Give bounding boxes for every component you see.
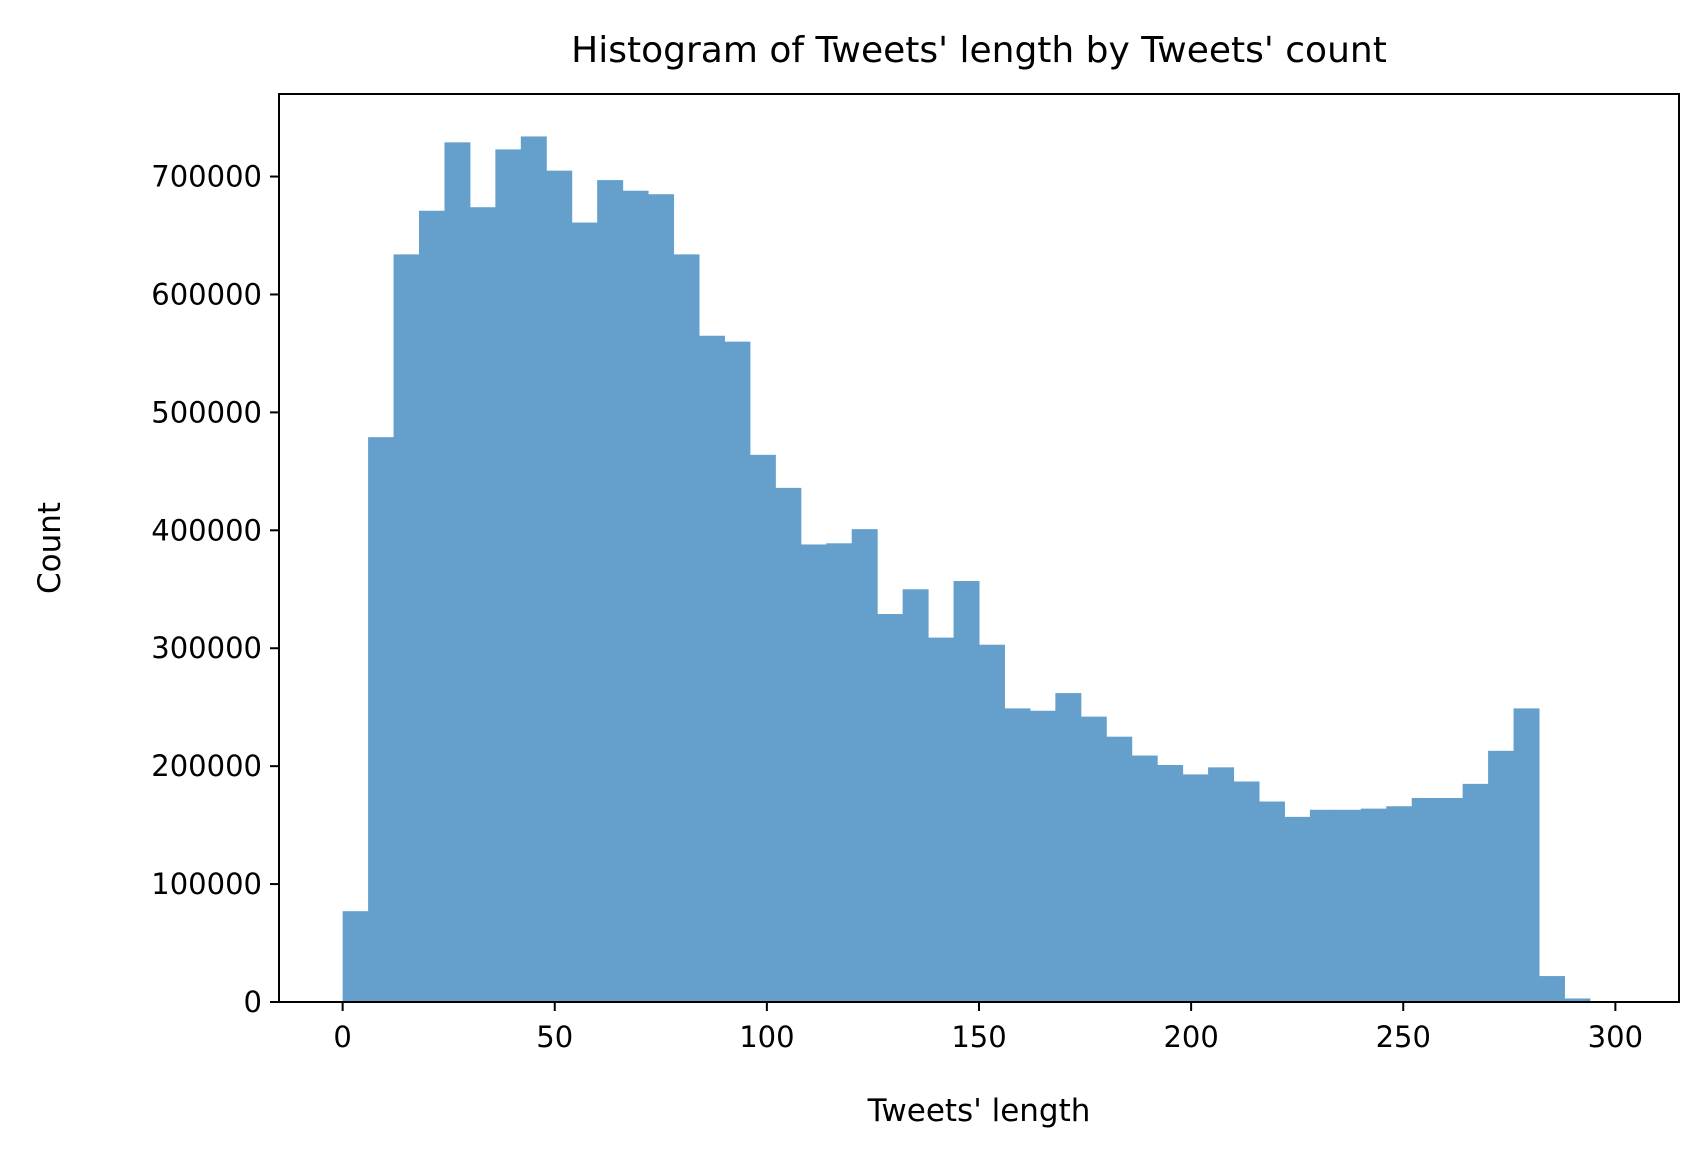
histogram-bar [495, 149, 522, 1003]
histogram-bar [1080, 716, 1107, 1002]
histogram-bar [444, 142, 471, 1003]
y-tick-label: 0 [244, 985, 262, 1019]
histogram-bar [673, 254, 700, 1002]
histogram-bar [1309, 809, 1336, 1002]
histogram-bar [342, 911, 369, 1002]
histogram-bar [1513, 708, 1540, 1002]
chart-title: Histogram of Tweets' length by Tweets' c… [571, 30, 1387, 71]
histogram-bar [571, 222, 598, 1003]
histogram-bar [877, 614, 904, 1002]
histogram-bar [800, 544, 827, 1002]
histogram-bars [342, 136, 1591, 1003]
histogram-bar [1259, 801, 1285, 1002]
y-tick-label: 400000 [151, 513, 262, 547]
y-tick-label: 300000 [151, 631, 262, 665]
y-axis-label: Count [32, 502, 68, 594]
y-tick-label: 700000 [151, 160, 262, 194]
y-tick-label: 500000 [151, 395, 262, 429]
histogram-bar [1284, 816, 1311, 1002]
histogram-bar [1055, 693, 1082, 1002]
histogram-bar [928, 637, 955, 1002]
histogram-bar [699, 335, 725, 1003]
histogram-bar [1029, 710, 1056, 1002]
x-tick-label: 200 [1163, 1020, 1218, 1054]
histogram-bar [1004, 708, 1031, 1002]
histogram-bar [775, 487, 802, 1002]
histogram-bar [953, 581, 980, 1002]
histogram-bar [368, 437, 395, 1002]
histogram-bar [419, 210, 445, 1002]
histogram-bar [1488, 750, 1515, 1002]
histogram-bar [1208, 767, 1235, 1002]
histogram-bar [1335, 809, 1362, 1002]
y-tick-label: 600000 [151, 277, 262, 311]
histogram-bar [1360, 808, 1387, 1002]
histogram-bar [724, 341, 751, 1002]
histogram-bar [749, 454, 776, 1002]
histogram-bar [902, 589, 929, 1002]
histogram-bar [1437, 797, 1464, 1002]
y-tick-label: 200000 [151, 749, 262, 783]
histogram-bar [1564, 998, 1591, 1002]
histogram-bar [520, 136, 547, 1002]
y-axis-ticks: 0 100000 200000 300000 400000 500000 600000 700… [151, 160, 279, 1019]
histogram-bar [597, 180, 624, 1002]
plot-frame [278, 93, 1680, 1003]
histogram-bar [546, 170, 573, 1002]
x-tick-label: 0 [333, 1020, 351, 1054]
histogram-bar [1182, 774, 1209, 1002]
histogram-bar [1157, 764, 1184, 1002]
histogram-bar [1233, 781, 1260, 1002]
histogram-bar [1411, 797, 1438, 1002]
histogram-bar [1462, 783, 1489, 1002]
histogram-bar [826, 543, 853, 1002]
histogram-bar [648, 194, 675, 1002]
histogram-bar [1131, 755, 1158, 1002]
x-tick-label: 250 [1376, 1020, 1431, 1054]
histogram-bar [1386, 806, 1413, 1002]
x-tick-label: 100 [739, 1020, 794, 1054]
histogram-bar [979, 644, 1005, 1002]
y-tick-label: 100000 [151, 867, 262, 901]
x-tick-label: 300 [1588, 1020, 1643, 1054]
x-axis-label: Tweets' length [867, 1093, 1091, 1129]
histogram-bar [622, 190, 649, 1002]
x-axis-ticks: 0 50 100 150 200 250 300 [333, 1002, 1643, 1054]
histogram-bar [1539, 976, 1565, 1002]
histogram-bar [851, 529, 878, 1002]
histogram-bar [1106, 736, 1133, 1002]
x-tick-label: 50 [536, 1020, 573, 1054]
x-tick-label: 150 [951, 1020, 1006, 1054]
histogram-bar [469, 207, 496, 1002]
histogram-bar [393, 254, 420, 1002]
